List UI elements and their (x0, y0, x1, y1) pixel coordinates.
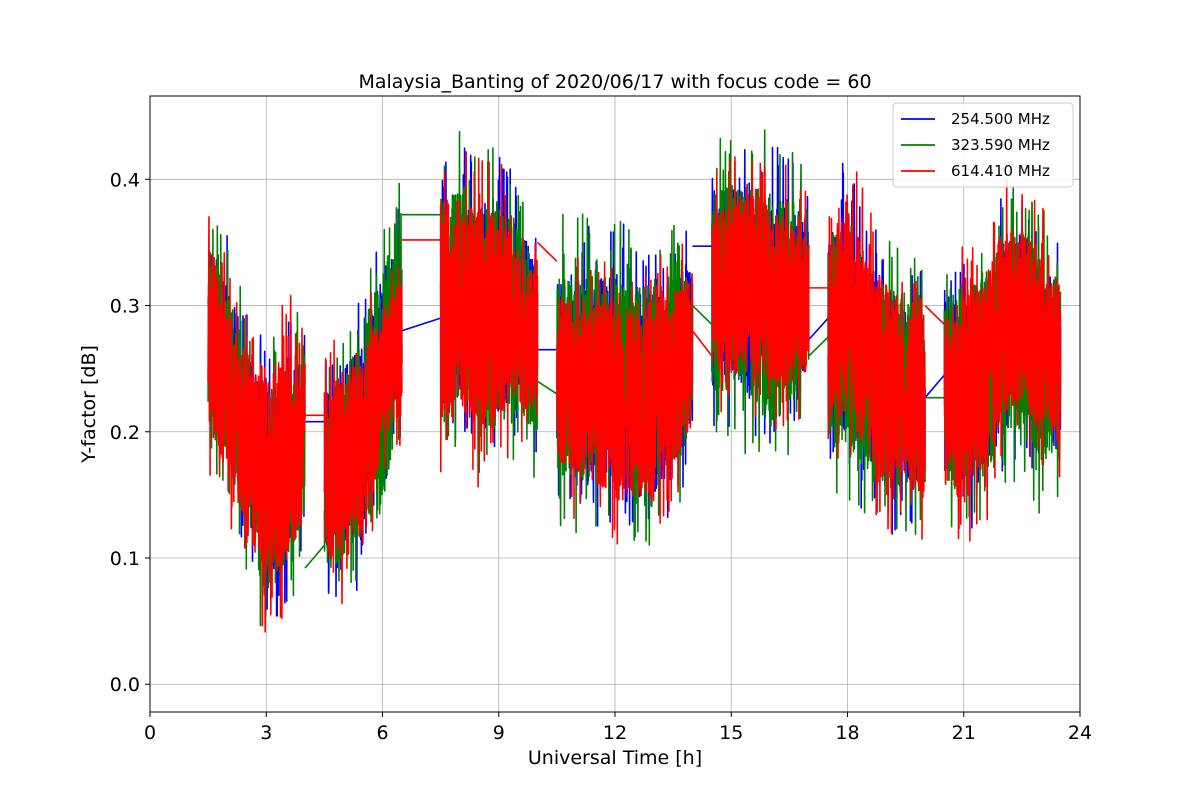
series-gap-connector (924, 304, 945, 326)
legend-box (892, 102, 1074, 188)
x-tick-label: 6 (376, 722, 388, 744)
series-gap-connector (924, 374, 945, 399)
y-axis-label: Y-factor [dB] (78, 345, 100, 464)
series-segment (439, 151, 539, 488)
series-segment (323, 266, 403, 605)
series-segment (711, 156, 810, 430)
y-tick-label: 0.1 (110, 548, 140, 570)
x-axis-label: Universal Time [h] (528, 747, 702, 769)
x-tick-label: 15 (719, 722, 743, 744)
chart-title: Malaysia_Banting of 2020/06/17 with focu… (358, 71, 871, 93)
y-tick-label: 0.4 (110, 169, 140, 191)
series-gap-connector (536, 241, 558, 262)
x-tick-label: 3 (260, 722, 272, 744)
x-tick-label: 9 (493, 722, 505, 744)
series-gap-connector (691, 330, 713, 357)
series-gap-connector (304, 544, 325, 569)
y-tick-label: 0.3 (110, 296, 140, 318)
x-tick-label: 21 (952, 722, 976, 744)
legend: 254.500 MHz 323.590 MHz 614.410 MHz (892, 102, 1074, 188)
plot-area (207, 129, 1062, 633)
legend-label: 323.590 MHz (951, 136, 1050, 154)
legend-label: 254.500 MHz (951, 110, 1050, 128)
series-segment (943, 179, 1062, 542)
y-tick-label: 0.2 (110, 422, 140, 444)
series-gap-connector (537, 380, 558, 395)
series-segment (207, 216, 306, 633)
x-tick-label: 18 (835, 722, 859, 744)
series-segment (827, 171, 926, 540)
series-gap-connector (808, 336, 829, 357)
series-segment (556, 243, 694, 545)
legend-label: 614.410 MHz (951, 162, 1050, 180)
series-gap-connector (401, 317, 441, 332)
series-gap-connector (808, 317, 829, 341)
series-3-line (207, 151, 1062, 633)
y-tick-label: 0.0 (110, 674, 140, 696)
x-tick-label: 24 (1068, 722, 1092, 744)
axis-ticks: 0 3 6 9 12 15 18 21 24 0.0 0.1 0.2 0.3 0.4 (110, 169, 1092, 744)
x-tick-label: 12 (603, 722, 627, 744)
series-gap-connector (691, 304, 713, 326)
x-tick-label: 0 (144, 722, 156, 744)
